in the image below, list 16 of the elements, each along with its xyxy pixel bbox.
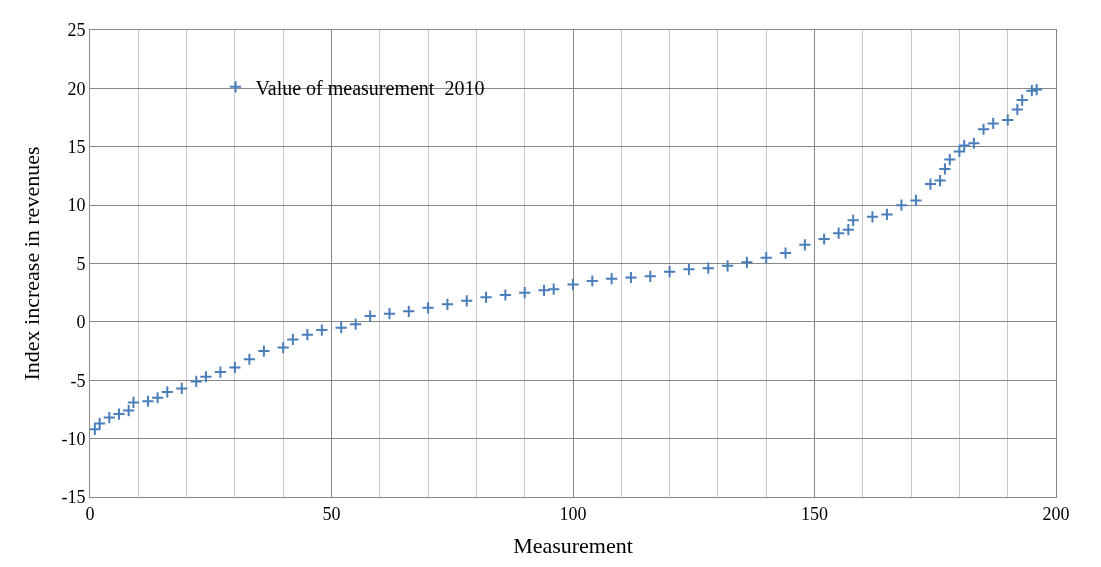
y-tick-label: 5 [76, 253, 86, 274]
y-axis-title: Index increase in revenues [19, 146, 45, 381]
y-tick-label: 20 [67, 78, 86, 99]
y-tick-label: -10 [61, 428, 86, 449]
y-tick-label: 10 [67, 195, 86, 216]
y-tick-label: 25 [67, 20, 86, 41]
x-tick-label: 200 [1042, 503, 1070, 524]
x-tick-label: 100 [559, 503, 587, 524]
x-tick-label: 50 [322, 503, 341, 524]
legend-label: Value of measurement 2010 [255, 76, 485, 99]
y-tick-label: 15 [67, 137, 86, 158]
x-axis-title: Measurement [513, 533, 633, 559]
y-tick-label: -15 [61, 487, 86, 508]
x-tick-label: 150 [801, 503, 828, 524]
y-tick-label: 0 [76, 312, 86, 333]
y-tick-label: -5 [70, 370, 86, 391]
